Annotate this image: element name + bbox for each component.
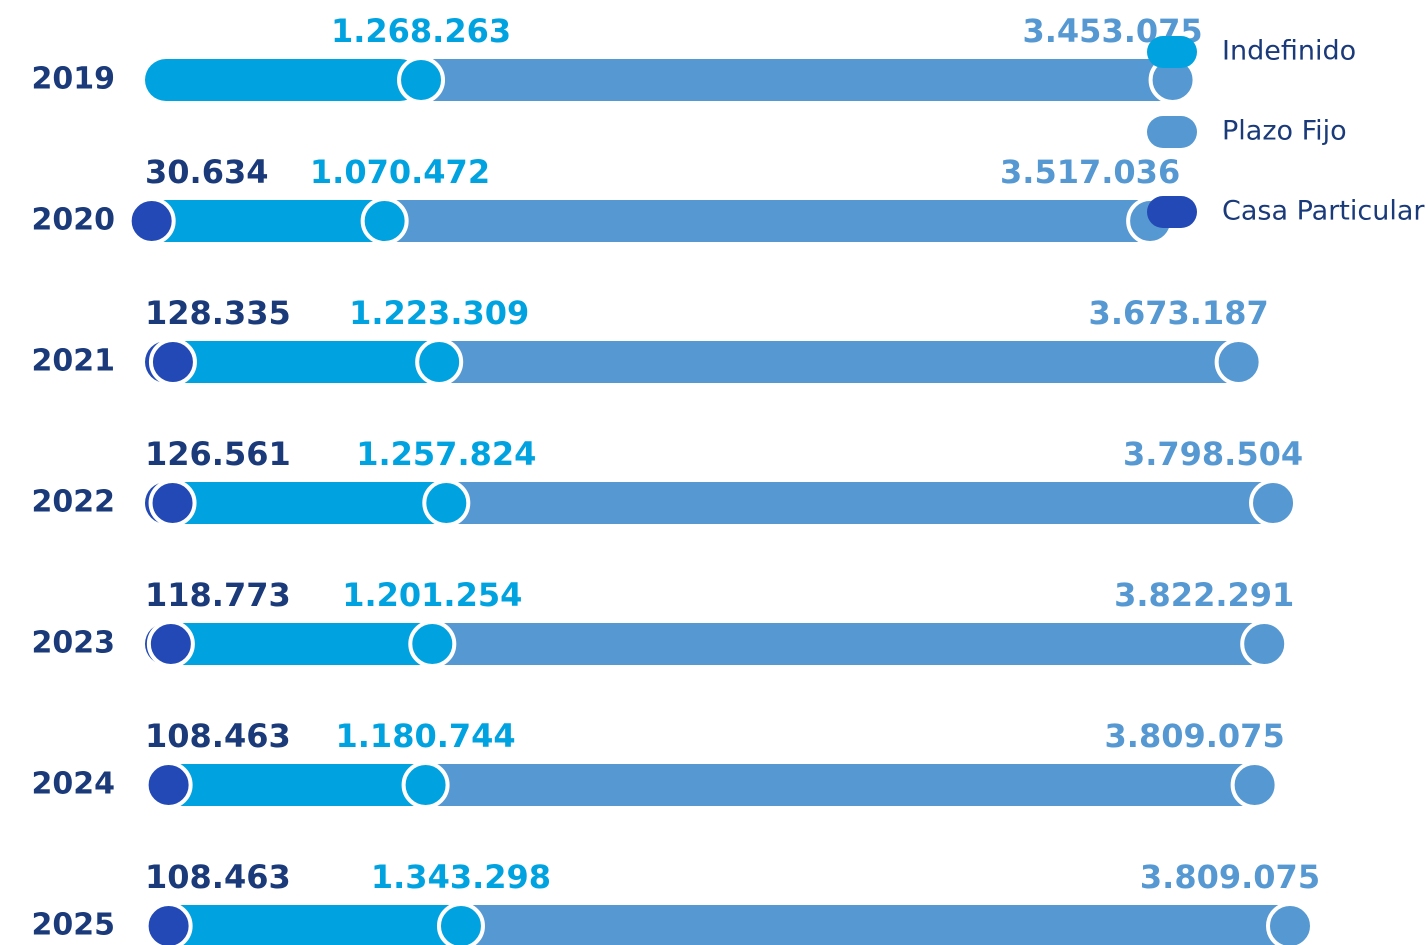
bar-segment bbox=[151, 200, 385, 242]
legend-label: Indefinido bbox=[1222, 36, 1356, 67]
bar-segment bbox=[170, 623, 433, 665]
value-label: 108.463 bbox=[145, 858, 291, 896]
legend-label: Plazo Fijo bbox=[1222, 116, 1347, 147]
segment-end bbox=[1240, 620, 1289, 668]
segment-end bbox=[148, 479, 197, 527]
bar-segment bbox=[145, 59, 422, 101]
value-label: 1.223.309 bbox=[349, 294, 529, 332]
bar-segment bbox=[168, 764, 426, 806]
value-label: 3.673.187 bbox=[1089, 294, 1269, 332]
bar-segment bbox=[168, 905, 461, 945]
segment-end bbox=[436, 902, 485, 945]
year-label: 2025 bbox=[32, 908, 116, 943]
value-label: 118.773 bbox=[145, 576, 291, 614]
legend-swatch bbox=[1147, 36, 1197, 68]
bar-segment bbox=[172, 341, 440, 383]
segment-end bbox=[401, 761, 450, 809]
segment-end bbox=[127, 197, 176, 245]
legend-swatch bbox=[1147, 116, 1197, 148]
legend-label: Casa Particular bbox=[1222, 196, 1425, 227]
value-label: 30.634 bbox=[145, 153, 268, 191]
legend-swatch bbox=[1147, 196, 1197, 228]
segment-end bbox=[415, 338, 464, 386]
value-label: 3.822.291 bbox=[1114, 576, 1294, 614]
year-label: 2023 bbox=[32, 626, 116, 661]
value-label: 108.463 bbox=[145, 717, 291, 755]
year-label: 2022 bbox=[32, 485, 116, 520]
value-label: 128.335 bbox=[145, 294, 291, 332]
segment-end bbox=[144, 902, 193, 945]
bar-segment bbox=[439, 341, 1239, 383]
value-label: 3.809.075 bbox=[1105, 717, 1285, 755]
value-label: 1.070.472 bbox=[310, 153, 490, 191]
value-label: 3.798.504 bbox=[1123, 435, 1303, 473]
year-label: 2024 bbox=[32, 767, 116, 802]
value-label: 3.809.075 bbox=[1140, 858, 1320, 896]
segment-end bbox=[146, 620, 195, 668]
value-label: 1.257.824 bbox=[356, 435, 536, 473]
segment-end bbox=[408, 620, 457, 668]
value-label: 1.201.254 bbox=[342, 576, 522, 614]
bar-segment bbox=[384, 200, 1151, 242]
bar-segment bbox=[421, 59, 1173, 101]
value-label: 1.268.263 bbox=[331, 12, 511, 50]
year-label: 2019 bbox=[32, 62, 116, 97]
segment-end bbox=[148, 338, 197, 386]
value-label: 1.343.298 bbox=[371, 858, 551, 896]
segment-end bbox=[1214, 338, 1263, 386]
segment-end bbox=[397, 56, 446, 104]
value-label: 126.561 bbox=[145, 435, 291, 473]
value-label: 1.180.744 bbox=[336, 717, 516, 755]
segment-end bbox=[422, 479, 471, 527]
bar-segment bbox=[432, 623, 1265, 665]
bar-segment bbox=[425, 764, 1255, 806]
bar-segment bbox=[460, 905, 1291, 945]
segment-end bbox=[1266, 902, 1314, 945]
segment-end bbox=[1230, 761, 1279, 809]
value-label: 3.517.036 bbox=[1000, 153, 1180, 191]
segment-end bbox=[144, 761, 193, 809]
bar-segment bbox=[172, 482, 447, 524]
bar-segment bbox=[446, 482, 1274, 524]
segment-end bbox=[1249, 479, 1298, 527]
segment-end bbox=[360, 197, 409, 245]
year-label: 2020 bbox=[32, 203, 116, 238]
year-label: 2021 bbox=[32, 344, 116, 379]
